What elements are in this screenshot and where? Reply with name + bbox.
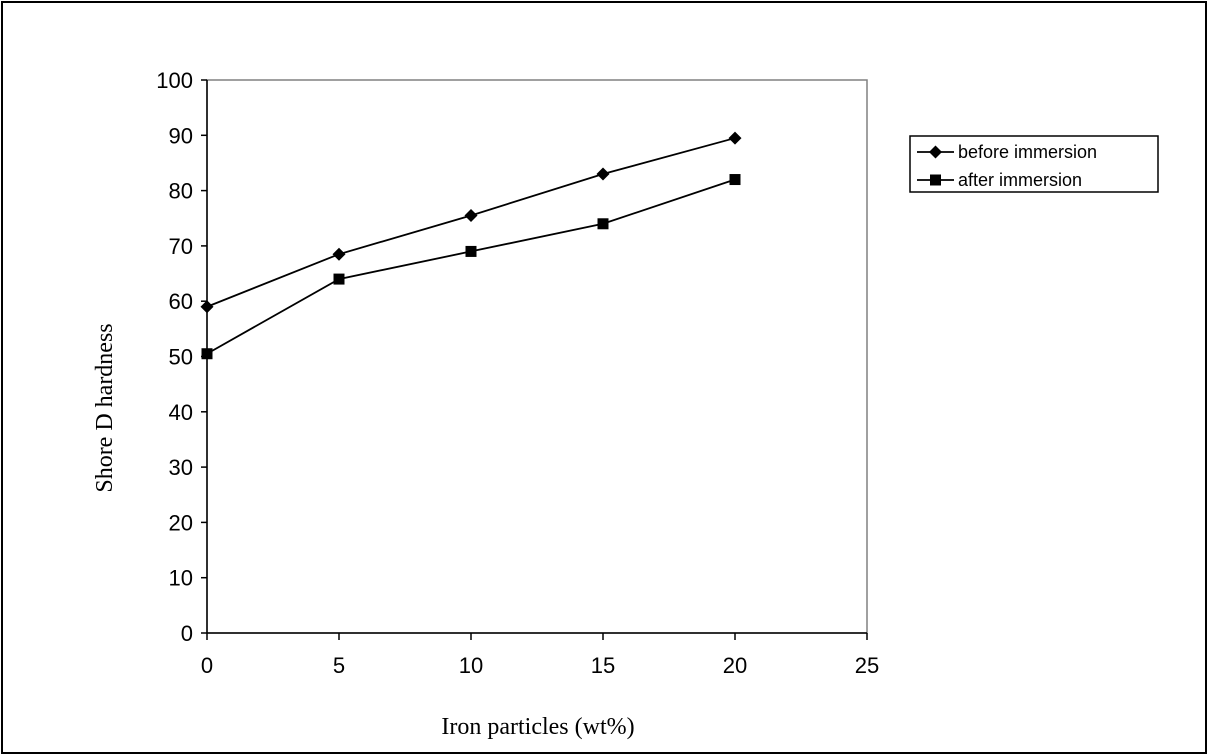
- y-tick-label: 60: [169, 289, 193, 314]
- diamond-marker: [596, 167, 610, 181]
- x-tick-label: 25: [855, 653, 879, 678]
- square-marker: [201, 348, 213, 360]
- legend-diamond-marker: [929, 145, 942, 159]
- series-line: [206, 137, 736, 308]
- diamond-marker: [332, 247, 346, 261]
- y-tick-label: 70: [169, 234, 193, 259]
- square-marker: [333, 273, 345, 285]
- legend-label: before immersion: [958, 142, 1097, 162]
- legend-box: [909, 135, 1159, 193]
- series-line: [206, 178, 736, 355]
- legend-item: after immersion: [917, 170, 1082, 190]
- legend-square-marker: [930, 174, 941, 186]
- series-2: [201, 174, 741, 360]
- y-axis-ticks: 0 10 20 30 40 50 60 70 80 90 100: [156, 68, 207, 646]
- x-axis-title: Iron particles (wt%): [441, 714, 634, 740]
- series-group: [200, 131, 742, 360]
- y-tick-label: 90: [169, 123, 193, 148]
- x-axis-ticks: 0 5 10 15 20 25: [201, 633, 879, 678]
- x-tick-label: 5: [333, 653, 345, 678]
- legend: before immersion after immersion: [909, 135, 1159, 193]
- plot-border: [206, 79, 868, 634]
- y-tick-label: 20: [169, 510, 193, 535]
- legend-label: after immersion: [958, 170, 1082, 190]
- y-tick-label: 30: [169, 455, 193, 480]
- y-tick-label: 100: [156, 68, 193, 93]
- plot-area: [206, 79, 868, 634]
- series-1: [200, 131, 742, 314]
- x-tick-label: 15: [591, 653, 615, 678]
- square-marker: [597, 218, 609, 230]
- x-tick-label: 0: [201, 653, 213, 678]
- y-tick-label: 50: [169, 345, 193, 370]
- square-marker: [729, 174, 741, 186]
- diamond-marker: [200, 300, 214, 314]
- x-tick-label: 20: [723, 653, 747, 678]
- y-tick-label: 40: [169, 400, 193, 425]
- legend-item: before immersion: [917, 142, 1097, 162]
- y-tick-label: 0: [181, 621, 193, 646]
- square-marker: [465, 245, 477, 257]
- y-tick-label: 80: [169, 179, 193, 204]
- y-axis-title: Shore D hardness: [92, 323, 118, 492]
- diamond-marker: [464, 208, 478, 222]
- diamond-marker: [728, 131, 742, 145]
- y-tick-label: 10: [169, 566, 193, 591]
- x-tick-label: 10: [459, 653, 483, 678]
